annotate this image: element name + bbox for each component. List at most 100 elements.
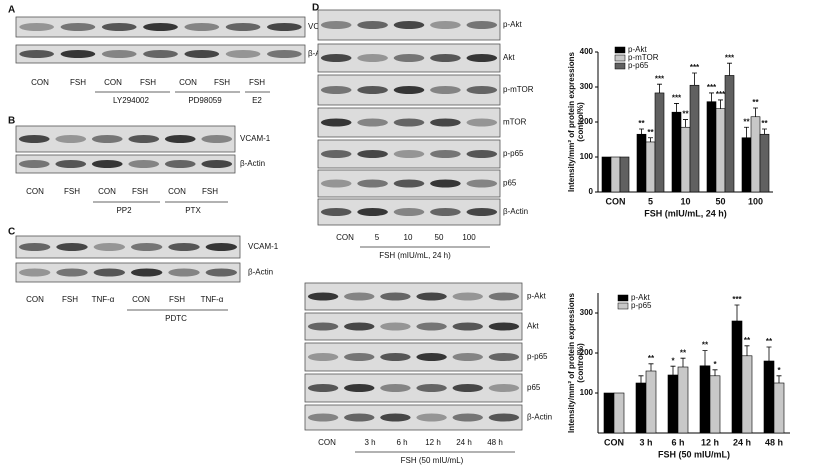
x-tick-label: CON: [606, 196, 626, 206]
blot-band: [488, 413, 520, 422]
blot-strip: [15, 125, 236, 153]
blot-band: [416, 292, 447, 301]
blot-band: [18, 160, 50, 168]
blot-band: [18, 243, 51, 251]
blot-band: [488, 292, 520, 301]
error-bar: [712, 369, 718, 376]
blot-band: [357, 86, 388, 94]
significance: *: [713, 360, 717, 369]
bar: [706, 101, 717, 193]
significance: *: [777, 366, 781, 375]
significance: ***: [655, 74, 665, 83]
lane-label: 10: [404, 233, 413, 242]
blot-band: [307, 353, 339, 361]
blot-band: [430, 118, 461, 127]
bar: [763, 360, 775, 434]
blot-band: [93, 268, 126, 277]
bar: [601, 156, 612, 193]
blot-band: [307, 384, 339, 392]
blot-band: [60, 23, 96, 31]
blot-band: [393, 21, 425, 29]
y-axis-label: (control%): [576, 343, 585, 383]
blot-band: [56, 243, 88, 251]
bar: [773, 382, 785, 434]
lane-label: FSH: [249, 78, 265, 87]
lane-label: 48 h: [487, 438, 503, 447]
panel-letter: D: [312, 3, 319, 14]
lane-label: 24 h: [456, 438, 472, 447]
blot-label: β-Actin: [527, 413, 552, 422]
blot-band: [344, 413, 375, 422]
significance: **: [766, 337, 773, 346]
x-tick-label: CON: [604, 437, 624, 447]
error-bar: [670, 365, 676, 375]
lane-label: TNF-α: [201, 295, 224, 304]
blot-band: [344, 322, 375, 331]
error-bar: [709, 92, 714, 102]
bar: [613, 392, 625, 434]
x-axis-label: FSH (50 mIU/mL): [658, 449, 730, 459]
x-tick-label: 5: [648, 196, 653, 206]
blot-band: [430, 21, 461, 29]
blot-band: [416, 322, 447, 331]
group-label: LY294002: [113, 96, 149, 105]
bar: [671, 111, 682, 193]
blot-band: [344, 292, 375, 301]
blot-band: [466, 54, 498, 62]
error-bar: [718, 99, 723, 109]
blot-band: [430, 179, 461, 188]
group-label: PDTC: [165, 314, 187, 323]
lane-label: FSH: [70, 78, 86, 87]
x-tick-label: 24 h: [733, 437, 751, 447]
significance: **: [752, 98, 759, 107]
blot-band: [307, 322, 339, 331]
blot-band: [164, 160, 196, 168]
blot-strip: [304, 342, 523, 372]
y-tick-label: 0: [589, 187, 594, 196]
blot-x-label: FSH (50 mIU/mL): [401, 456, 464, 465]
error-bar: [674, 103, 679, 113]
blot-band: [452, 413, 483, 422]
bar: [709, 375, 721, 434]
blot-label: β-Actin: [240, 159, 265, 168]
bar: [741, 355, 753, 434]
legend-label: p-mTOR: [628, 53, 659, 62]
blot-band: [19, 23, 54, 31]
lane-label: 12 h: [425, 438, 441, 447]
error-bar: [702, 350, 708, 366]
blot-band: [320, 208, 352, 216]
error-bar: [648, 137, 653, 142]
blot-strip: [15, 154, 236, 174]
error-bar: [762, 128, 767, 135]
blot-band: [393, 86, 425, 94]
blot-band: [357, 21, 388, 29]
blot-band: [320, 21, 352, 29]
significance: ***: [707, 83, 717, 92]
legend-label: p-p65: [628, 61, 649, 70]
blot-band: [205, 243, 238, 251]
blot-band: [60, 50, 96, 58]
blot-band: [320, 54, 352, 62]
bar: [759, 133, 770, 193]
blot-label: p65: [527, 383, 541, 392]
blot-strip: [15, 235, 241, 259]
blot-strip: [304, 312, 523, 341]
y-axis-label: (control%): [576, 102, 585, 142]
significance: ***: [725, 53, 735, 62]
blot-band: [466, 179, 498, 188]
blot-band: [466, 21, 498, 29]
error-bar: [753, 107, 758, 117]
blot-label: p-Akt: [503, 20, 522, 29]
x-tick-label: 50: [715, 196, 725, 206]
blot-band: [452, 322, 483, 331]
blot-band: [320, 150, 352, 158]
legend-swatch: [617, 294, 629, 302]
blot-band: [430, 54, 461, 62]
blot-band: [344, 384, 375, 392]
blot-band: [55, 135, 87, 143]
lane-label: CON: [104, 78, 122, 87]
blot-label: β-Actin: [248, 268, 273, 277]
bar: [715, 108, 726, 193]
blot-band: [393, 208, 425, 216]
